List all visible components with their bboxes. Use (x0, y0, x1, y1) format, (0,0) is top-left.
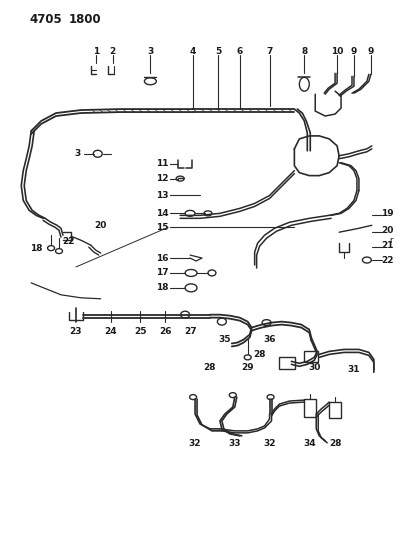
Text: 9: 9 (368, 47, 374, 56)
Text: 22: 22 (63, 237, 75, 246)
Text: 23: 23 (70, 327, 82, 336)
Text: 18: 18 (156, 284, 168, 293)
Text: 25: 25 (134, 327, 147, 336)
Text: 1: 1 (93, 47, 99, 56)
Text: 28: 28 (253, 350, 266, 359)
Text: 20: 20 (381, 226, 394, 235)
Text: 3: 3 (147, 47, 153, 56)
Text: 10: 10 (331, 47, 343, 56)
Text: 16: 16 (156, 254, 168, 263)
Text: 30: 30 (308, 363, 320, 372)
Text: 27: 27 (184, 327, 196, 336)
Text: 12: 12 (156, 174, 168, 183)
Text: 35: 35 (219, 335, 231, 344)
Text: 3: 3 (75, 149, 81, 158)
Text: 21: 21 (381, 240, 394, 249)
Text: r: r (389, 236, 392, 245)
Text: 29: 29 (242, 363, 254, 372)
Text: 28: 28 (329, 439, 341, 448)
Text: 31: 31 (348, 365, 360, 374)
Text: 6: 6 (237, 47, 243, 56)
Text: 22: 22 (381, 255, 394, 264)
Text: 26: 26 (159, 327, 171, 336)
Text: 32: 32 (263, 439, 276, 448)
Text: 9: 9 (351, 47, 357, 56)
Text: 32: 32 (189, 439, 201, 448)
Text: 11: 11 (156, 159, 168, 168)
Text: 36: 36 (263, 335, 276, 344)
Text: 14: 14 (155, 209, 168, 218)
Bar (329, 402, 341, 418)
Bar (304, 399, 316, 417)
Bar (304, 351, 318, 362)
Text: 1800: 1800 (69, 13, 102, 26)
Text: 19: 19 (381, 209, 394, 218)
Text: 17: 17 (155, 269, 168, 278)
Text: 28: 28 (204, 363, 216, 372)
Text: 18: 18 (30, 244, 42, 253)
Bar (279, 358, 295, 369)
Text: 33: 33 (228, 439, 241, 448)
Text: 2: 2 (109, 47, 116, 56)
Text: 8: 8 (301, 47, 308, 56)
Text: 20: 20 (95, 221, 107, 230)
Text: 7: 7 (266, 47, 273, 56)
Text: 4: 4 (190, 47, 196, 56)
Text: 4705: 4705 (29, 13, 62, 26)
Text: 15: 15 (156, 223, 168, 232)
Text: 13: 13 (156, 191, 168, 200)
Text: 24: 24 (104, 327, 117, 336)
Text: 34: 34 (303, 439, 316, 448)
Text: 5: 5 (215, 47, 221, 56)
